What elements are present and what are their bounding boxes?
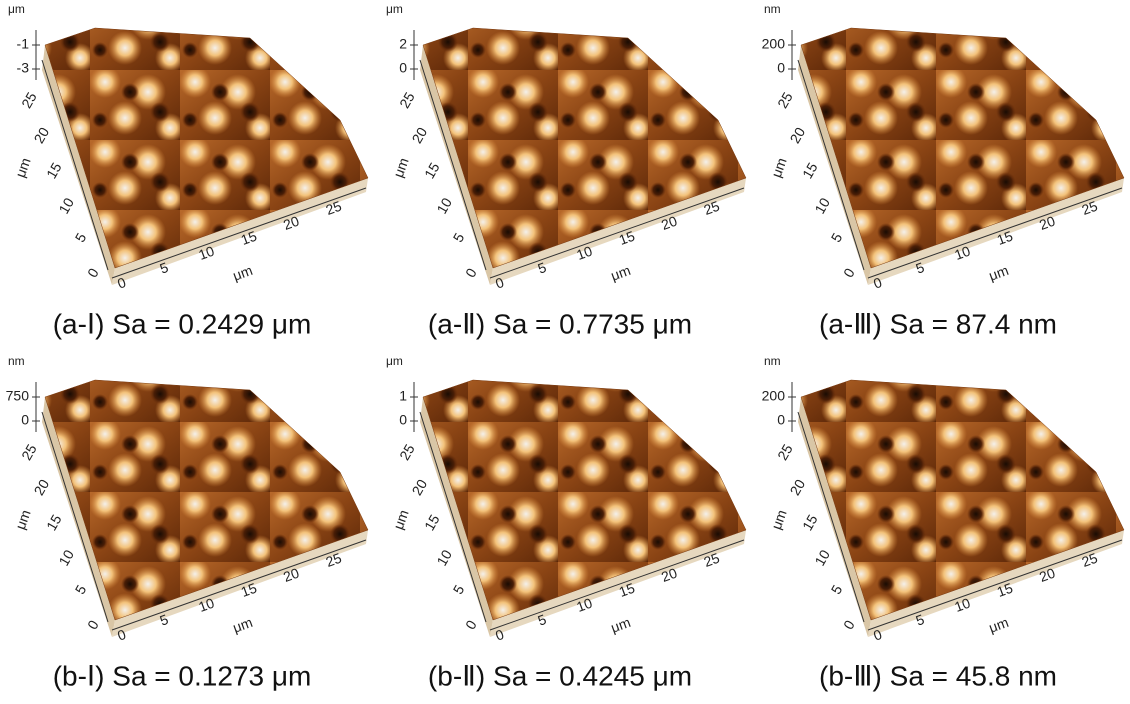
y-tick-label: 10 [433, 195, 455, 217]
surface-top [45, 28, 368, 268]
z-tick-label: 0 [21, 412, 29, 428]
afm-panel: nm75000510152025μm0510152025μm(b-Ⅰ) Sa =… [6, 354, 368, 691]
z-tick-label: 200 [762, 388, 786, 404]
y-tick-label: 25 [774, 441, 796, 463]
x-unit: μm [987, 614, 1011, 636]
y-tick-label: 0 [462, 617, 480, 632]
z-tick-label: 0 [399, 60, 407, 76]
y-tick-label: 25 [774, 89, 796, 111]
caption: (a-Ⅰ) Sa = 0.2429 μm [53, 308, 312, 339]
y-tick-label: 15 [421, 160, 443, 182]
page: μm-1-30510152025μm0510152025μm(a-Ⅰ) Sa =… [0, 0, 1130, 704]
z-unit: μm [386, 354, 403, 368]
y-tick-label: 5 [828, 230, 846, 245]
z-tick-label: 0 [777, 412, 785, 428]
surface-top [423, 380, 746, 620]
z-unit: nm [764, 2, 781, 16]
y-unit: μm [12, 156, 34, 180]
x-unit: μm [987, 262, 1011, 284]
y-tick-label: 15 [799, 160, 821, 182]
z-tick-label: 1 [399, 388, 407, 404]
caption: (b-Ⅰ) Sa = 0.1273 μm [53, 660, 312, 691]
surface-top [423, 28, 746, 268]
y-unit: μm [768, 156, 790, 180]
x-unit: μm [609, 262, 633, 284]
y-tick-label: 25 [18, 441, 40, 463]
surface-top [45, 380, 368, 620]
z-tick-label: -1 [17, 36, 30, 52]
y-tick-label: 5 [72, 582, 90, 597]
y-tick-label: 20 [31, 476, 53, 498]
y-tick-label: 25 [18, 89, 40, 111]
y-tick-label: 15 [43, 512, 65, 534]
x-unit: μm [609, 614, 633, 636]
z-unit: μm [8, 2, 25, 16]
y-unit: μm [390, 508, 412, 532]
y-tick-label: 10 [55, 547, 77, 569]
y-tick-label: 20 [31, 124, 53, 146]
caption: (b-Ⅲ) Sa = 45.8 nm [819, 660, 1057, 691]
y-unit: μm [390, 156, 412, 180]
surface-top [801, 28, 1124, 268]
caption: (a-Ⅱ) Sa = 0.7735 μm [428, 308, 692, 339]
z-tick-label: 0 [399, 412, 407, 428]
y-tick-label: 15 [421, 512, 443, 534]
y-tick-label: 15 [799, 512, 821, 534]
z-tick-label: 2 [399, 36, 407, 52]
z-tick-label: -3 [17, 60, 30, 76]
y-tick-label: 10 [811, 547, 833, 569]
x-unit: μm [231, 262, 255, 284]
z-unit: nm [764, 354, 781, 368]
x-unit: μm [231, 614, 255, 636]
figure: μm-1-30510152025μm0510152025μm(a-Ⅰ) Sa =… [0, 0, 1130, 704]
z-tick-label: 0 [777, 60, 785, 76]
surface-top [801, 380, 1124, 620]
y-tick-label: 20 [787, 124, 809, 146]
y-tick-label: 10 [811, 195, 833, 217]
y-tick-label: 0 [84, 265, 102, 280]
y-tick-label: 0 [840, 265, 858, 280]
y-tick-label: 15 [43, 160, 65, 182]
y-tick-label: 0 [84, 617, 102, 632]
caption: (a-Ⅲ) Sa = 87.4 nm [819, 308, 1057, 339]
y-tick-label: 5 [450, 230, 468, 245]
z-unit: nm [8, 354, 25, 368]
y-tick-label: 20 [409, 124, 431, 146]
y-tick-label: 5 [450, 582, 468, 597]
y-tick-label: 0 [840, 617, 858, 632]
y-tick-label: 10 [55, 195, 77, 217]
y-tick-label: 10 [433, 547, 455, 569]
z-unit: μm [386, 2, 403, 16]
y-tick-label: 5 [72, 230, 90, 245]
y-tick-label: 25 [396, 441, 418, 463]
y-unit: μm [768, 508, 790, 532]
y-unit: μm [12, 508, 34, 532]
y-tick-label: 5 [828, 582, 846, 597]
z-tick-label: 750 [6, 388, 30, 404]
y-tick-label: 20 [787, 476, 809, 498]
y-tick-label: 20 [409, 476, 431, 498]
caption: (b-Ⅱ) Sa = 0.4245 μm [428, 660, 692, 691]
z-tick-label: 200 [762, 36, 786, 52]
afm-panel: nm20000510152025μm0510152025μm(a-Ⅲ) Sa =… [762, 2, 1124, 339]
y-tick-label: 0 [462, 265, 480, 280]
y-tick-label: 25 [396, 89, 418, 111]
